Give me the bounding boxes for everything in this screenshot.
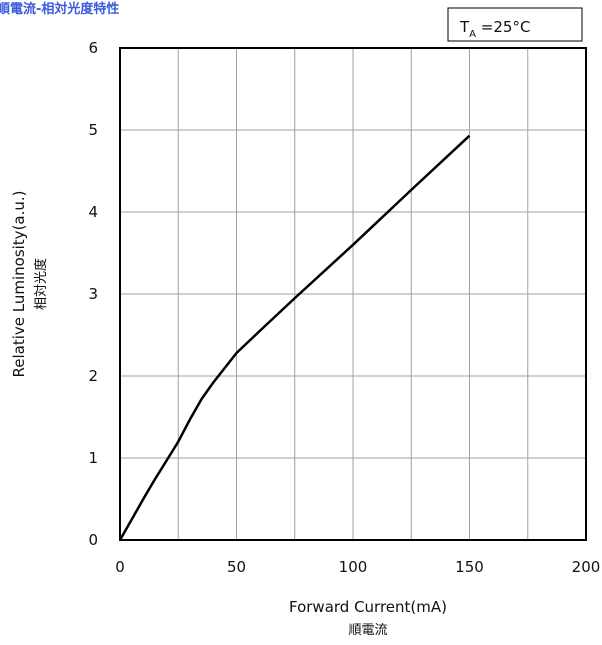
y-tick-label: 5 (88, 121, 98, 139)
y-tick-label: 4 (88, 203, 98, 221)
x-tick-label: 100 (339, 558, 368, 576)
x-tick-label: 200 (572, 558, 601, 576)
condition-symbol: T (459, 18, 470, 36)
condition-box: TA =25°C (447, 7, 583, 42)
x-axis-label: Forward Current(mA) (289, 598, 447, 616)
series-layer (118, 134, 471, 541)
y-tick-label: 0 (88, 531, 98, 549)
y-tick-label: 1 (88, 449, 98, 467)
condition-subscript: A (469, 29, 476, 40)
plot-area (119, 47, 587, 541)
x-axis-label-japanese: 順電流 (348, 623, 387, 638)
x-tick-label: 0 (115, 558, 125, 576)
x-tick-label: 50 (227, 558, 246, 576)
y-axis-label-japanese: 相対光度 (33, 258, 49, 310)
svg-text:TA =25°C: TA =25°C (459, 18, 530, 40)
y-tick-labels: 0 1 2 3 4 5 6 (88, 39, 98, 549)
y-tick-label: 2 (88, 367, 98, 385)
chart-title: 順電流-相対光度特性 (0, 2, 120, 17)
y-tick-label: 3 (88, 285, 98, 303)
grid (120, 48, 586, 540)
x-tick-label: 150 (455, 558, 484, 576)
condition-value: =25°C (476, 18, 530, 36)
series-line (118, 134, 471, 541)
x-tick-labels: 0 50 100 150 200 (115, 558, 600, 576)
y-tick-label: 6 (88, 39, 98, 57)
y-axis-label: Relative Luminosity(a.u.) (10, 190, 28, 377)
